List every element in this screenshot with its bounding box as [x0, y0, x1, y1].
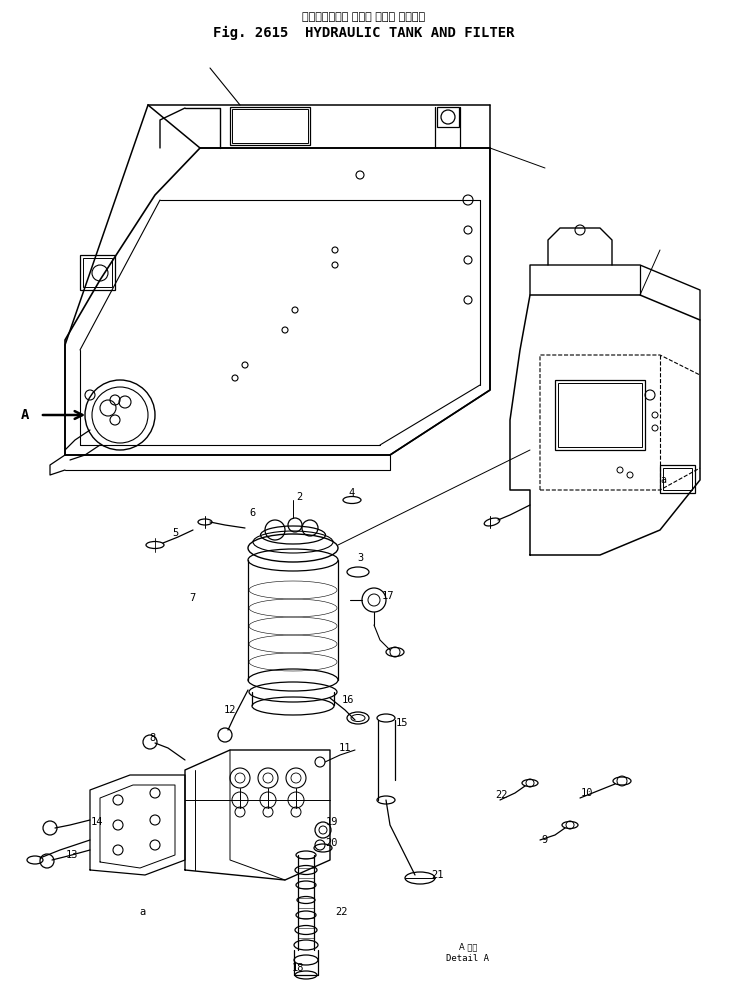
Bar	[83, 258, 112, 287]
Text: 20: 20	[326, 838, 338, 848]
Text: 2: 2	[296, 492, 302, 502]
Text: a: a	[660, 475, 666, 485]
Text: 9: 9	[542, 835, 548, 845]
Text: 6: 6	[250, 508, 256, 518]
Bar	[663, 468, 692, 490]
Text: 13: 13	[66, 850, 78, 860]
Bar	[230, 107, 310, 145]
Text: 5: 5	[172, 528, 178, 538]
Text: 4: 4	[349, 488, 355, 498]
Text: ハイドロリック タンク および フィルタ: ハイドロリック タンク および フィルタ	[303, 12, 426, 22]
Text: Fig. 2615  HYDRAULIC TANK AND FILTER: Fig. 2615 HYDRAULIC TANK AND FILTER	[214, 26, 515, 41]
Text: a: a	[140, 907, 146, 917]
Text: 14: 14	[90, 817, 104, 827]
Bar	[437, 107, 459, 127]
Bar	[555, 380, 645, 450]
Text: 10: 10	[581, 788, 593, 798]
Text: 17: 17	[382, 591, 394, 601]
Text: 22: 22	[496, 790, 508, 800]
Text: 18: 18	[292, 963, 304, 973]
Text: 12: 12	[224, 705, 236, 715]
Text: 7: 7	[189, 593, 195, 603]
Bar	[660, 465, 695, 493]
Bar	[80, 255, 115, 290]
Text: 15: 15	[396, 718, 408, 728]
Text: Detail A: Detail A	[446, 953, 489, 962]
Text: 19: 19	[326, 817, 338, 827]
Text: 3: 3	[357, 553, 363, 563]
Text: A 群組: A 群組	[459, 943, 477, 951]
Text: A: A	[21, 408, 29, 422]
Text: 16: 16	[342, 695, 354, 705]
Text: 8: 8	[150, 733, 156, 743]
Text: 21: 21	[432, 870, 444, 880]
Bar	[558, 383, 642, 447]
Bar	[232, 109, 308, 143]
Text: 22: 22	[336, 907, 348, 917]
Text: 11: 11	[339, 743, 351, 753]
